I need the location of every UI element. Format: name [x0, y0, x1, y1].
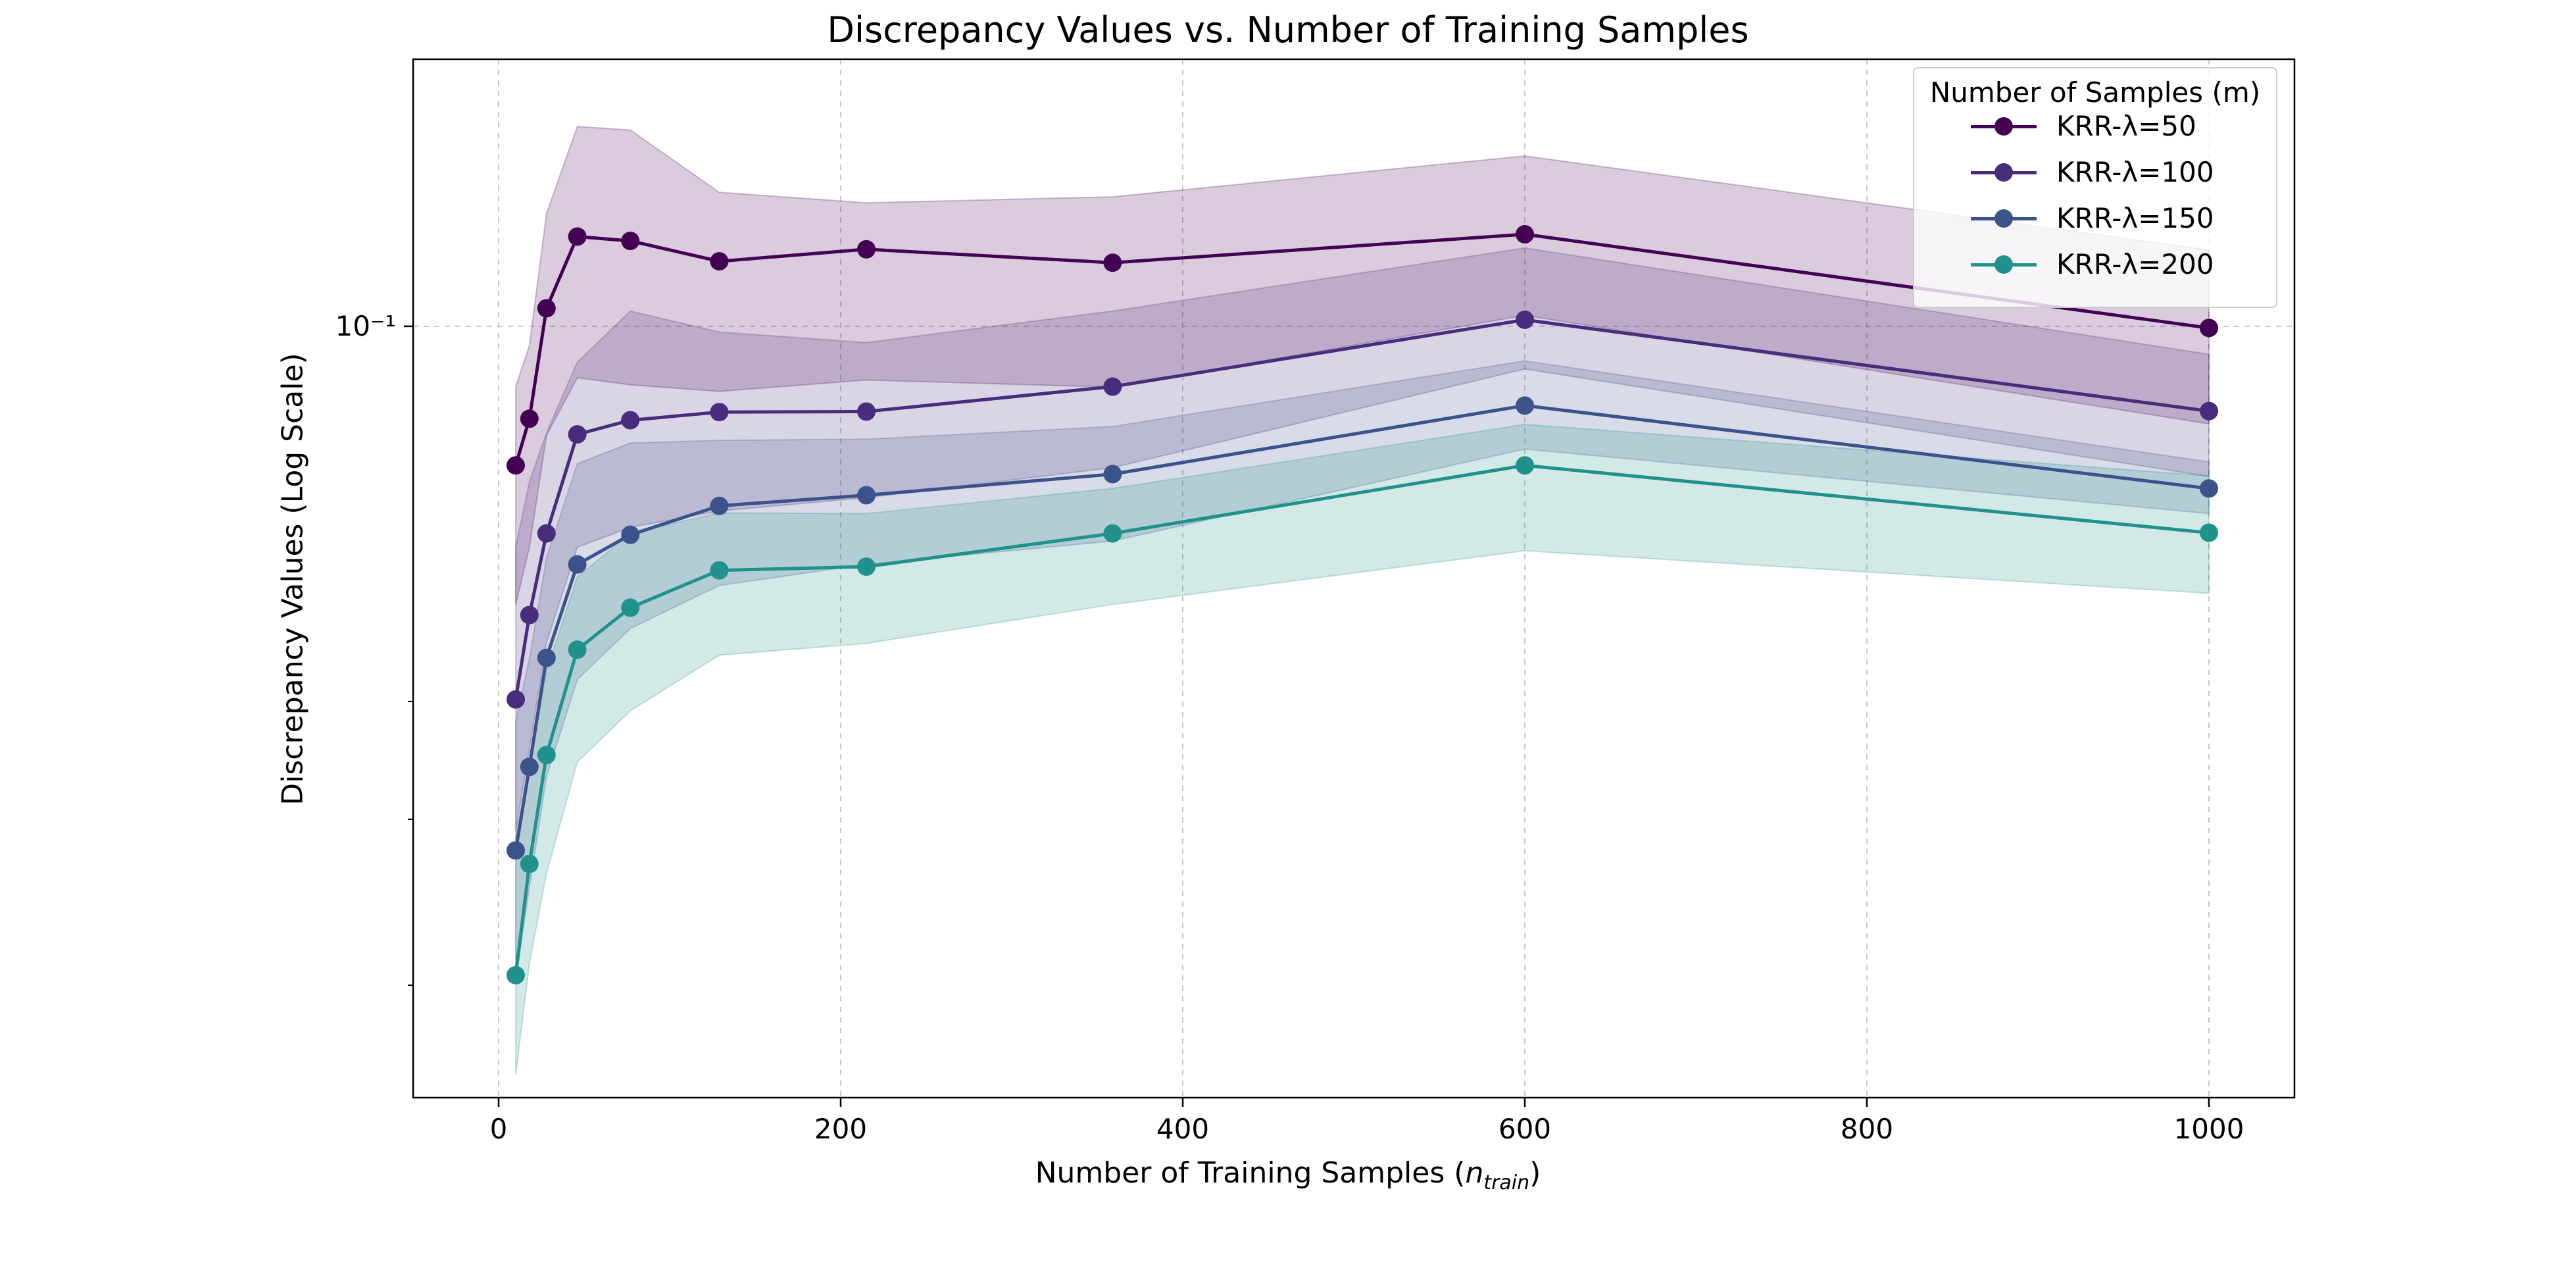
data-point-s3-5	[621, 525, 640, 544]
confidence-band-1	[515, 126, 2210, 605]
data-point-s1-8	[1103, 253, 1122, 272]
confidence-bands	[515, 126, 2210, 1075]
x-axis-label-math: n	[1465, 1156, 1484, 1190]
x-axis-label: Number of Training Samples (ntrain)	[0, 1150, 2576, 1196]
data-point-s1-6	[710, 252, 729, 271]
data-point-s3-4	[568, 555, 587, 574]
data-point-s4-4	[568, 640, 587, 659]
data-point-s2-7	[857, 402, 876, 421]
data-point-s3-8	[1103, 465, 1122, 484]
series-2	[507, 310, 2218, 709]
series-4	[507, 456, 2218, 984]
data-point-s3-10	[2200, 479, 2218, 498]
confidence-band-4	[515, 423, 2210, 1075]
data-point-s2-8	[1103, 377, 1122, 396]
data-point-s4-2	[520, 854, 539, 873]
data-point-s4-9	[1516, 456, 1534, 475]
data-point-s1-7	[857, 240, 876, 259]
confidence-band-3	[515, 360, 2210, 980]
data-point-s2-6	[710, 403, 729, 422]
legend-title: Number of Samples (m)	[1929, 76, 2261, 109]
data-point-s2-9	[1516, 310, 1534, 329]
x-axis-ticks: 0 200 400 600 800 1000	[490, 1098, 2244, 1145]
x-tick-label-0: 0	[490, 1113, 508, 1145]
data-point-s1-10	[2200, 318, 2218, 338]
x-axis-label-subscript: train	[1483, 1171, 1530, 1194]
legend-entry-4: KRR-λ=200	[1971, 245, 2273, 284]
legend-label: KRR-λ=200	[2056, 248, 2214, 280]
data-point-s3-9	[1516, 396, 1534, 415]
x-axis-label-prefix: Number of Training Samples (	[1035, 1156, 1466, 1190]
data-point-s4-10	[2200, 523, 2218, 542]
x-tick-label-1: 200	[814, 1113, 867, 1145]
data-point-s1-3	[537, 299, 556, 318]
confidence-band-2	[515, 247, 2210, 832]
series-line-4	[514, 463, 2210, 976]
data-point-s3-1	[507, 841, 525, 860]
data-point-s3-7	[857, 486, 876, 505]
series-line-1	[514, 232, 2210, 466]
legend-entry-3: KRR-λ=150	[1971, 199, 2273, 238]
y-axis-ticks: 10⁻¹	[335, 310, 413, 986]
series-line-2	[514, 318, 2210, 700]
legend-label: KRR-λ=50	[2056, 110, 2196, 142]
x-tick-label-2: 400	[1156, 1113, 1209, 1145]
legend-label: KRR-λ=150	[2056, 202, 2214, 234]
series-3	[507, 396, 2218, 860]
data-point-s4-1	[507, 965, 525, 984]
x-tick-label-5: 1000	[2174, 1113, 2244, 1145]
legend-marker	[1994, 255, 2013, 274]
legend-entry-2: KRR-λ=100	[1971, 153, 2273, 192]
data-point-s1-5	[621, 232, 640, 251]
legend-entry-1: KRR-λ=50	[1971, 107, 2273, 146]
data-point-s4-5	[621, 598, 640, 617]
y-tick-label-0: 10⁻¹	[335, 310, 396, 342]
legend: Number of Samples (m) KRR-λ=50 KRR-λ=100 K…	[1913, 67, 2277, 308]
data-point-s1-9	[1516, 225, 1534, 244]
legend-label: KRR-λ=100	[2056, 156, 2214, 188]
data-point-s2-10	[2200, 401, 2218, 420]
data-point-s1-4	[568, 227, 587, 246]
data-point-s4-8	[1103, 524, 1122, 543]
y-axis-label-text: Discrepancy Values (Log Scale)	[276, 353, 310, 805]
data-point-s3-6	[710, 496, 729, 515]
data-point-s1-1	[507, 456, 525, 475]
data-point-s1-2	[520, 409, 539, 428]
plot-frame	[412, 58, 2296, 1099]
data-point-s2-3	[537, 524, 556, 543]
legend-marker	[1994, 209, 2013, 228]
data-point-s2-5	[621, 411, 640, 430]
x-axis-label-suffix: )	[1529, 1156, 1541, 1190]
chart-title: Discrepancy Values vs. Number of Trainin…	[827, 9, 1749, 51]
legend-marker	[1994, 117, 2013, 136]
x-tick-label-4: 800	[1841, 1113, 1893, 1145]
data-point-s2-1	[507, 690, 525, 709]
series-line-3	[514, 403, 2210, 851]
data-point-s4-7	[857, 557, 876, 576]
data-point-s2-2	[520, 605, 539, 624]
series-1	[507, 225, 2218, 475]
data-point-s3-3	[537, 648, 556, 667]
x-tick-label-3: 600	[1499, 1113, 1551, 1145]
data-point-s4-6	[710, 561, 729, 580]
data-point-s4-3	[537, 746, 556, 765]
data-point-s3-2	[520, 757, 539, 777]
legend-marker	[1994, 163, 2013, 182]
data-point-s2-4	[568, 425, 587, 444]
